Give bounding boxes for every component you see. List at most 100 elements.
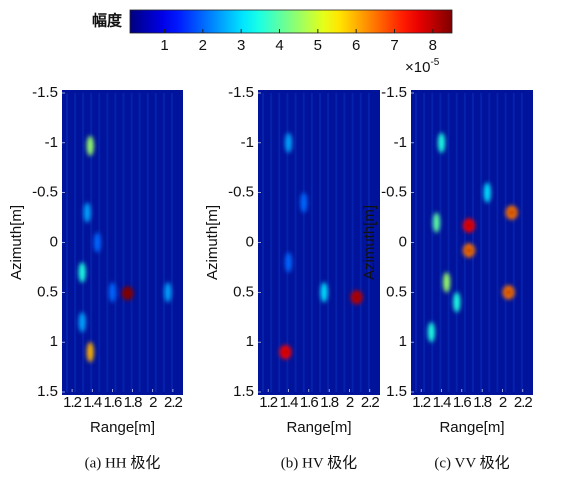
hotspots [78,135,172,363]
streak [504,93,507,392]
y-axis-label: Azimuth[m] [204,205,221,280]
hotspot [285,252,292,273]
y-tick-label: 1 [246,333,254,350]
y-tick-label: 0.5 [386,283,407,300]
y-tick-label: 0.5 [233,283,254,300]
y-tick-label: 0 [246,233,254,250]
x-tick-label: 2.2 [164,394,183,411]
hotspot [438,132,445,153]
streak [114,93,117,392]
hotspot [443,272,451,293]
streak [170,93,173,392]
x-tick-label: 1.4 [280,394,299,411]
colorbar-tick-label: 6 [352,37,360,54]
hotspot [78,262,86,283]
x-tick-label: 1.2 [259,394,278,411]
hotspot [432,212,440,233]
streak [423,93,426,392]
streak [82,93,85,392]
y-tick-label: -1.5 [228,84,254,101]
streak [455,93,458,392]
y-axis-label: Azimuth[m] [361,205,378,280]
panel-caption: (a) HH 极化 [85,454,161,471]
colorbar-tick-label: 3 [237,37,245,54]
y-tick-label: 1 [50,333,58,350]
streak [480,93,483,392]
y-tick-label: 1.5 [37,383,58,400]
streak [520,93,523,392]
y-tick-label: -1 [394,134,407,151]
streak [146,93,149,392]
colorbar-tick-label: 4 [275,37,283,54]
y-tick-label: 0 [399,233,407,250]
x-tick-label: 1.4 [83,394,102,411]
streak [512,93,515,392]
hotspot [320,282,328,303]
x-axis-label: Range[m] [439,419,504,436]
streak [327,93,330,392]
x-tick-label: 1.2 [412,394,431,411]
streak [66,93,68,392]
colorbar-title: 幅度 [92,11,123,29]
colorbar-tick-label: 7 [390,37,398,54]
x-tick-label: 2.2 [514,394,533,411]
x-tick-label: 2 [499,394,507,411]
hotspot [285,132,292,153]
streak [270,93,273,392]
streak [447,93,450,392]
x-tick-label: 1.2 [63,394,82,411]
hotspot-core [466,247,472,253]
x-tick-label: 1.8 [473,394,492,411]
x-axis-label: Range[m] [286,419,351,436]
streak [310,93,313,392]
x-tick-label: 1.4 [433,394,452,411]
colorbar [129,9,453,34]
hotspot-core [466,223,472,229]
y-tick-label: 0.5 [37,283,58,300]
scale-exponent: -5 [430,57,439,68]
streak [74,93,77,392]
y-tick-label: 0 [50,233,58,250]
colorbar-tick-label: 5 [314,37,322,54]
hotspot [164,282,172,303]
hotspot-core [354,294,360,300]
hotspot [453,292,461,313]
streak [286,93,289,392]
hotspot-core [509,210,515,216]
streak [302,93,305,392]
hotspot [300,192,308,213]
streak [439,93,442,392]
panel-caption: (b) HV 极化 [281,454,357,471]
hotspots [279,132,363,360]
streak [106,93,109,392]
streak [415,93,417,392]
x-tick-label: 2 [346,394,354,411]
streak [488,93,491,392]
hotspot [427,322,435,343]
x-tick-label: 1.8 [320,394,339,411]
x-axis-label: Range[m] [90,419,155,436]
streak [367,93,370,392]
streak [359,93,362,392]
streak [90,93,93,392]
streak [294,93,297,392]
streak [472,93,474,392]
streak [343,93,346,392]
hotspot-core [282,349,288,355]
hotspot [83,202,91,223]
x-tick-label: 1.6 [300,394,319,411]
y-axis-label: Azimuth[m] [8,205,25,280]
y-tick-label: -0.5 [381,184,407,201]
y-tick-label: -1 [241,134,254,151]
y-tick-label: -1.5 [381,84,407,101]
x-tick-label: 2 [149,394,157,411]
streak [130,93,133,392]
y-tick-label: -1 [45,134,58,151]
hotspot [483,182,491,203]
y-tick-label: 1.5 [233,383,254,400]
streak [335,93,338,392]
hotspot [108,282,116,303]
y-tick-label: 1 [399,333,407,350]
streak [138,93,141,392]
